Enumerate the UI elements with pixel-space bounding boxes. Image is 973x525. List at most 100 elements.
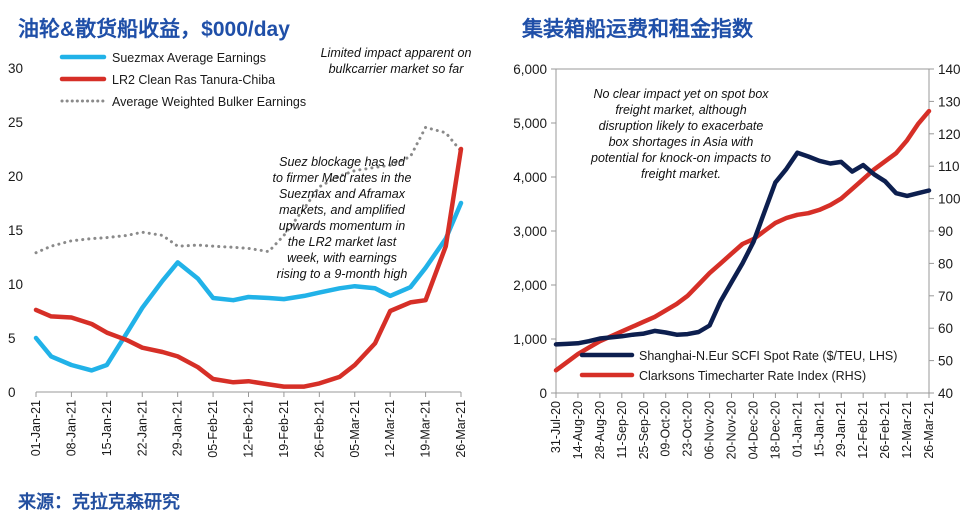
right-chart: 0 1,000 2,000 3,000 4,000 5,000 6,000 40 50 60 70… — [513, 62, 960, 459]
y-tick-label: 50 — [938, 354, 953, 369]
legend-label-timecharter: Clarksons Timecharter Rate Index (RHS) — [639, 369, 866, 383]
x-tick-label: 06-Nov-20 — [703, 401, 717, 459]
legend-label-bulker: Average Weighted Bulker Earnings — [112, 95, 306, 109]
series-line-lr2-clean-ras-tanura-chiba — [33, 146, 464, 389]
left-x-axis: 01-Jan-21 08-Jan-21 15-Jan-21 22-Jan-21 29-J… — [29, 392, 468, 458]
x-tick-label: 26-Feb-21 — [312, 400, 326, 458]
right-x-axis: 31-Jul-20 14-Aug-20 28-Aug-20 11-Sep-20 25-S… — [549, 393, 936, 459]
y-tick-label: 110 — [938, 159, 960, 174]
x-tick-label: 25-Sep-20 — [637, 401, 651, 459]
y-tick-label: 100 — [938, 192, 961, 207]
x-tick-label: 22-Jan-21 — [135, 400, 149, 456]
y-tick-label: 70 — [938, 289, 953, 304]
x-tick-label: 15-Jan-21 — [100, 400, 114, 456]
x-tick-label: 19-Feb-21 — [277, 400, 291, 458]
x-tick-label: 01-Jan-21 — [29, 400, 43, 456]
right-chart-title: 集装箱船运费和租金指数 — [521, 17, 754, 41]
y-tick-label: 2,000 — [513, 278, 547, 293]
y-tick-label: 5,000 — [513, 116, 547, 131]
x-tick-label: 18-Dec-20 — [768, 401, 782, 459]
x-tick-label: 12-Mar-21 — [900, 401, 914, 459]
annotation-line: Suezmax and Aframax — [279, 187, 406, 201]
x-tick-label: 29-Jan-21 — [171, 400, 185, 456]
annotation-line: markets, and amplified — [279, 203, 406, 217]
x-tick-label: 12-Feb-21 — [242, 400, 256, 458]
y-tick-label: 40 — [938, 386, 953, 401]
y-tick-label: 15 — [8, 223, 23, 238]
x-tick-label: 05-Feb-21 — [206, 400, 220, 458]
x-tick-label: 08-Jan-21 — [64, 400, 78, 456]
series-line-shanghai-n-eur-scfi-spot-rate-teu-lhs — [553, 150, 932, 347]
legend-label-scfi: Shanghai-N.Eur SCFI Spot Rate ($/TEU, LH… — [639, 349, 897, 363]
y-tick-label: 130 — [938, 94, 961, 109]
left-y-axis: 0 5 10 15 20 25 30 — [8, 61, 23, 400]
x-tick-label: 11-Sep-20 — [615, 401, 629, 458]
x-tick-label: 04-Dec-20 — [746, 401, 760, 459]
annotation-line: week, with earnings — [287, 251, 397, 265]
y-tick-label: 120 — [938, 127, 961, 142]
x-tick-label: 26-Feb-21 — [878, 401, 892, 459]
x-tick-label: 15-Jan-21 — [812, 401, 826, 457]
x-tick-label: 23-Oct-20 — [681, 401, 695, 457]
x-tick-label: 26-Mar-21 — [454, 400, 468, 458]
left-series-group — [33, 125, 464, 389]
annotation-line: rising to a 9-month high — [277, 267, 408, 281]
annotation-line: the LR2 market last — [288, 235, 397, 249]
y-tick-label: 80 — [938, 256, 953, 271]
y-tick-label: 90 — [938, 224, 953, 239]
y-tick-label: 3,000 — [513, 224, 547, 239]
left-legend: Suezmax Average Earnings LR2 Clean Ras T… — [59, 51, 306, 109]
annotation-line: Limited impact apparent on — [321, 46, 472, 60]
y-tick-label: 60 — [938, 321, 953, 336]
x-tick-label: 19-Mar-21 — [419, 400, 433, 458]
annotation-suez: Suez blockage has led to firmer Med rate… — [273, 155, 412, 281]
series-line-clarksons-timechartar-rate-index-rhs — [553, 108, 932, 373]
y-tick-label: 1,000 — [513, 332, 547, 347]
annotation-line: Suez blockage has led — [279, 155, 406, 169]
right-left-y-axis: 0 1,000 2,000 3,000 4,000 5,000 6,000 — [513, 62, 556, 401]
x-tick-label: 14-Aug-20 — [571, 401, 585, 459]
x-tick-label: 09-Oct-20 — [659, 401, 673, 457]
x-tick-label: 12-Mar-21 — [383, 400, 397, 458]
left-chart: 0 5 10 15 20 25 30 01-Jan-21 08-Jan-21 15-Jan-21… — [8, 46, 471, 458]
x-tick-label: 12-Feb-21 — [856, 401, 870, 459]
legend-label-lr2: LR2 Clean Ras Tanura-Chiba — [112, 73, 275, 87]
y-tick-label: 6,000 — [513, 62, 547, 77]
legend-label-suezmax: Suezmax Average Earnings — [112, 51, 266, 65]
source-note: 来源：克拉克森研究 — [17, 491, 180, 512]
y-tick-label: 0 — [8, 385, 16, 400]
annotation-line: No clear impact yet on spot box — [593, 87, 769, 101]
y-tick-label: 25 — [8, 115, 23, 130]
annotation-line: upwards momentum in — [279, 219, 405, 233]
series-line-suezmax-average-earnings — [33, 200, 464, 373]
x-tick-label: 26-Mar-21 — [922, 401, 936, 459]
annotation-line: to firmer Med rates in the — [273, 171, 412, 185]
x-tick-label: 29-Jan-21 — [834, 401, 848, 457]
annotation-bulker: Limited impact apparent on bulkcarrier m… — [321, 46, 472, 76]
annotation-line: potential for knock-on impacts to — [590, 151, 771, 165]
y-tick-label: 5 — [8, 331, 16, 346]
series-line-average-weighted-bulker-earnings — [34, 125, 463, 255]
right-right-y-axis: 40 50 60 70 80 90 100 110 120 130 140 — [929, 62, 961, 401]
annotation-line: disruption likely to exacerbate — [599, 119, 764, 133]
right-legend: Shanghai-N.Eur SCFI Spot Rate ($/TEU, LH… — [579, 349, 897, 383]
x-tick-label: 31-Jul-20 — [549, 401, 563, 453]
x-tick-label: 20-Nov-20 — [725, 401, 739, 459]
y-tick-label: 4,000 — [513, 170, 547, 185]
y-tick-label: 30 — [8, 61, 23, 76]
left-chart-title: 油轮&散货船收益，$000/day — [18, 17, 290, 41]
annotation-line: box shortages in Asia with — [609, 135, 754, 149]
annotation-line: freight market. — [641, 167, 721, 181]
annotation-box-market: No clear impact yet on spot box freight … — [590, 87, 771, 181]
y-tick-label: 0 — [539, 386, 547, 401]
x-tick-label: 28-Aug-20 — [593, 401, 607, 459]
annotation-line: freight market, although — [615, 103, 746, 117]
x-tick-label: 05-Mar-21 — [348, 400, 362, 458]
y-tick-label: 140 — [938, 62, 961, 77]
x-tick-label: 01-Jan-21 — [790, 401, 804, 457]
right-plot-frame — [555, 68, 930, 394]
annotation-line: bulkcarrier market so far — [329, 62, 465, 76]
y-tick-label: 10 — [8, 277, 23, 292]
y-tick-label: 20 — [8, 169, 23, 184]
